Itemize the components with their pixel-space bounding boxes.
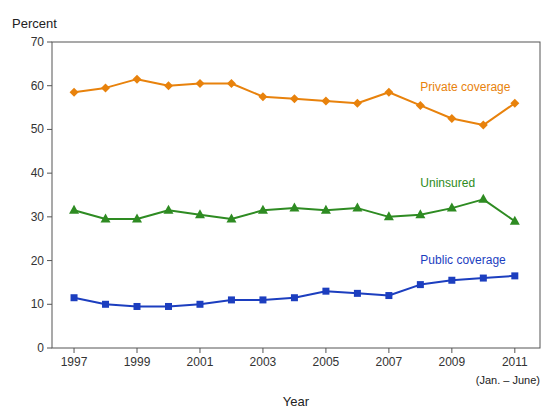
data-point [259, 296, 266, 303]
y-tick [47, 348, 52, 349]
data-point [195, 79, 204, 88]
y-tick [47, 216, 52, 217]
series-label: Private coverage [420, 80, 510, 94]
x-tick [325, 348, 326, 353]
data-point [101, 214, 111, 223]
data-point [289, 203, 299, 212]
chart: 0 10 20 30 40 50 60 70 1997 1999 2001 2003 2005 2007 2… [0, 0, 560, 420]
x-tick-label: 1999 [124, 355, 151, 369]
data-point [164, 81, 173, 90]
series-line [74, 199, 515, 221]
y-tick [47, 304, 52, 305]
data-point [70, 88, 79, 97]
data-point [322, 288, 329, 295]
data-point [226, 214, 236, 223]
x-tick-label: 2009 [438, 355, 465, 369]
y-tick [47, 85, 52, 86]
x-tick-label: 1997 [61, 355, 88, 369]
x-tick [388, 348, 389, 353]
y-tick-label: 60 [31, 79, 45, 93]
y-tick-label: 30 [31, 210, 45, 224]
y-tick-label: 10 [31, 297, 45, 311]
data-point [417, 281, 424, 288]
data-point [132, 214, 142, 223]
x-tick [199, 348, 200, 353]
y-axis-label: Percent [12, 16, 57, 31]
y-tick [47, 260, 52, 261]
data-point [165, 303, 172, 310]
data-point [258, 205, 268, 214]
series-label: Uninsured [420, 176, 475, 190]
data-point [290, 94, 299, 103]
series-line [74, 79, 515, 125]
data-point [352, 203, 362, 212]
data-point [321, 97, 330, 106]
data-point [385, 292, 392, 299]
data-point [480, 275, 487, 282]
x-tick [451, 348, 452, 353]
data-point [447, 114, 456, 123]
y-tick [47, 173, 52, 174]
data-point [134, 303, 141, 310]
data-point [415, 209, 425, 218]
x-tick-label: 2003 [250, 355, 277, 369]
y-tick-label: 20 [31, 254, 45, 268]
data-point [196, 301, 203, 308]
y-tick-label: 40 [31, 166, 45, 180]
data-point [353, 99, 362, 108]
x-tick [514, 348, 515, 353]
plot-area [69, 75, 520, 310]
data-point [133, 75, 142, 84]
data-point [163, 205, 173, 214]
data-point [195, 209, 205, 218]
x-tick [74, 348, 75, 353]
data-point [258, 92, 267, 101]
data-point [321, 205, 331, 214]
y-tick [47, 129, 52, 130]
y-tick [47, 42, 52, 43]
x-tick-label: 2001 [187, 355, 214, 369]
x-tick [262, 348, 263, 353]
y-tick-label: 70 [31, 35, 45, 49]
data-point [354, 290, 361, 297]
data-point [447, 203, 457, 212]
data-point [71, 294, 78, 301]
data-point [227, 79, 236, 88]
y-tick-label: 0 [37, 341, 44, 355]
data-point [384, 211, 394, 220]
plot-frame [52, 42, 540, 348]
data-point [416, 101, 425, 110]
data-point [479, 121, 488, 130]
data-point [511, 272, 518, 279]
data-point [510, 99, 519, 108]
series-line [74, 276, 515, 307]
data-point [448, 277, 455, 284]
annotation: (Jan. – June) [476, 374, 540, 386]
data-point [228, 296, 235, 303]
data-point [101, 83, 110, 92]
series-labels: Private coverage Uninsured Public coverage [420, 80, 510, 267]
data-point [510, 216, 520, 225]
data-point [291, 294, 298, 301]
y-tick-label: 50 [31, 122, 45, 136]
series-label: Public coverage [420, 253, 506, 267]
data-point [69, 205, 79, 214]
x-tick-label: 2007 [376, 355, 403, 369]
x-tick [137, 348, 138, 353]
axes: 0 10 20 30 40 50 60 70 1997 1999 2001 2003 2005 2007 2… [31, 35, 540, 369]
data-point [384, 88, 393, 97]
data-point [102, 301, 109, 308]
x-tick-label: 2011 [502, 355, 528, 369]
data-point [478, 194, 488, 203]
x-axis-label: Year [283, 394, 310, 409]
x-tick-label: 2005 [313, 355, 340, 369]
